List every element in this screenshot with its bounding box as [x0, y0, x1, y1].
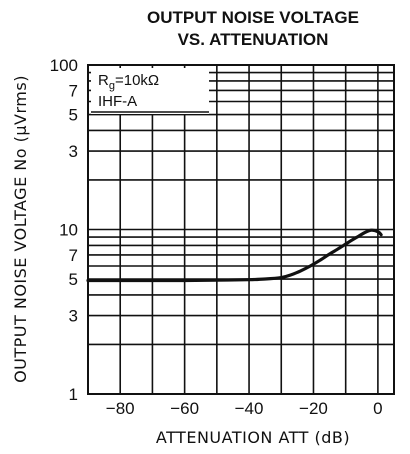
- x-tick-label: −80: [106, 399, 135, 418]
- y-tick-label: 7: [69, 246, 78, 265]
- y-tick-label: 5: [69, 106, 78, 125]
- x-tick-labels: −80 −60 −40 −20 0: [106, 399, 383, 418]
- noise-curve: [86, 228, 383, 283]
- chart-title-line2: VS. ATTENUATION: [178, 30, 329, 49]
- y-tick-label: 5: [69, 270, 78, 289]
- y-tick-label: 100: [50, 56, 78, 75]
- y-tick-label: 10: [59, 221, 78, 240]
- annotation-rg-main: R: [98, 72, 109, 89]
- plot-frame: [87, 64, 395, 395]
- x-tick-label: −20: [299, 399, 328, 418]
- y-tick-label: 3: [69, 307, 78, 326]
- chart-title-line1: OUTPUT NOISE VOLTAGE: [147, 8, 359, 27]
- legend-box: [91, 68, 209, 114]
- x-axis-title: ATTENUATION ATT (dB): [156, 428, 350, 447]
- y-tick-labels: 1 3 5 7 10 3 5 7 100: [50, 56, 78, 404]
- annotation-weighting: IHF-A: [98, 93, 137, 110]
- x-tick-label: −40: [235, 399, 264, 418]
- y-axis-title: OUTPUT NOISE VOLTAGE No (μVrms): [11, 75, 30, 383]
- annotation-rg: Rg=10kΩ: [98, 72, 159, 92]
- grid: [88, 65, 394, 394]
- annotation-rg-sub: g: [109, 80, 115, 92]
- y-tick-label: 7: [69, 81, 78, 100]
- annotation-rg-value: =10kΩ: [115, 72, 159, 89]
- y-tick-label: 3: [69, 142, 78, 161]
- x-tick-label: −60: [170, 399, 199, 418]
- y-tick-label: 1: [69, 385, 78, 404]
- x-tick-label: 0: [373, 399, 382, 418]
